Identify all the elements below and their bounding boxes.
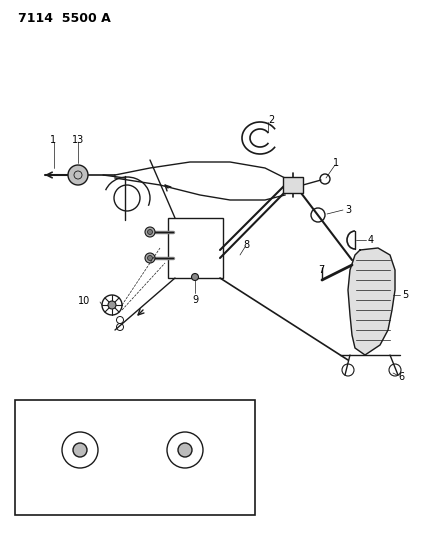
Polygon shape xyxy=(348,248,395,355)
Text: 7114  5500 A: 7114 5500 A xyxy=(18,12,111,25)
Text: 2: 2 xyxy=(268,115,274,125)
Text: 3: 3 xyxy=(345,205,351,215)
Text: W/ISOLATOR: W/ISOLATOR xyxy=(107,503,163,512)
Text: 10: 10 xyxy=(78,296,90,306)
Circle shape xyxy=(68,165,88,185)
Circle shape xyxy=(145,227,155,237)
Text: 9: 9 xyxy=(192,295,198,305)
Circle shape xyxy=(73,443,87,457)
Text: 7: 7 xyxy=(318,265,324,275)
Text: 5: 5 xyxy=(402,290,408,300)
Circle shape xyxy=(145,253,155,263)
Text: 1: 1 xyxy=(50,135,56,145)
Text: 11: 11 xyxy=(69,410,81,420)
Bar xyxy=(168,218,223,278)
Text: 12: 12 xyxy=(174,410,186,420)
Circle shape xyxy=(148,255,152,261)
Circle shape xyxy=(108,301,116,309)
Text: 4: 4 xyxy=(368,235,374,245)
Bar xyxy=(283,177,303,193)
Circle shape xyxy=(191,273,199,280)
Bar xyxy=(15,400,255,515)
Text: 8: 8 xyxy=(243,240,249,250)
Circle shape xyxy=(178,443,192,457)
Circle shape xyxy=(148,230,152,235)
Text: 1: 1 xyxy=(333,158,339,168)
Text: 6: 6 xyxy=(398,372,404,382)
Text: 13: 13 xyxy=(72,135,84,145)
